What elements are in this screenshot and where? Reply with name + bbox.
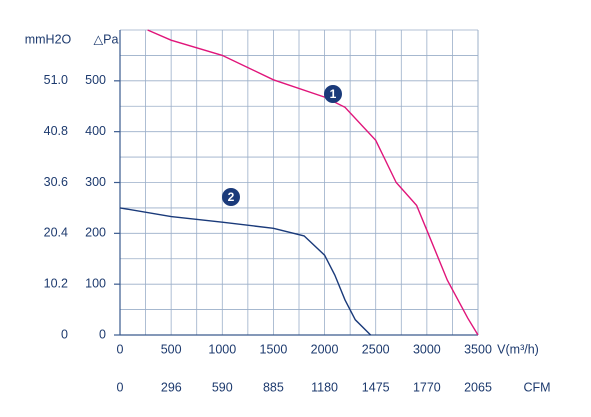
- x-tick-label: 3500: [464, 342, 492, 356]
- curve: [119, 207, 372, 336]
- x2-tick-label: 1180: [311, 380, 338, 394]
- curve-badge: [324, 85, 342, 103]
- x-tick-label: 500: [161, 342, 182, 356]
- y2-tick-label: 20.4: [44, 226, 68, 240]
- curve-label: 1: [330, 87, 337, 101]
- y-tick-label: 200: [85, 226, 106, 240]
- x2-tick-label: 590: [212, 380, 233, 394]
- y2-tick-label: 0: [61, 327, 68, 341]
- y-tick-label: 0: [99, 327, 106, 341]
- y2-tick-label: 10.2: [44, 276, 68, 290]
- x2-tick-label: 885: [263, 380, 284, 394]
- x2-tick-label: 0: [117, 380, 124, 394]
- y2-tick-label: 51.0: [44, 73, 68, 87]
- x2-axis-title: CFM: [523, 380, 550, 394]
- curve-badge: [222, 188, 240, 206]
- curve: [147, 29, 479, 336]
- y2-tick-label: 30.6: [44, 175, 68, 189]
- y2-axis-title: mmH2O: [25, 32, 72, 46]
- x2-tick-label: 1770: [413, 380, 441, 394]
- x-tick-label: 2000: [311, 342, 339, 356]
- x-tick-label: 2500: [362, 342, 390, 356]
- x2-tick-label: 296: [161, 380, 182, 394]
- x-tick-label: 1500: [260, 342, 288, 356]
- x-axis-title: V(m³/h): [497, 342, 539, 356]
- y-axis-title: △Pa: [94, 32, 119, 46]
- y-tick-label: 100: [85, 276, 106, 290]
- y-tick-label: 500: [85, 73, 106, 87]
- x2-tick-label: 1475: [362, 380, 390, 394]
- x-tick-label: 0: [117, 342, 124, 356]
- x2-tick-label: 2065: [464, 380, 492, 394]
- curve-label: 2: [228, 190, 235, 204]
- x-tick-label: 1000: [208, 342, 236, 356]
- y2-tick-label: 40.8: [44, 124, 68, 138]
- y-tick-label: 400: [85, 124, 106, 138]
- x-tick-label: 3000: [413, 342, 441, 356]
- y-tick-label: 300: [85, 175, 106, 189]
